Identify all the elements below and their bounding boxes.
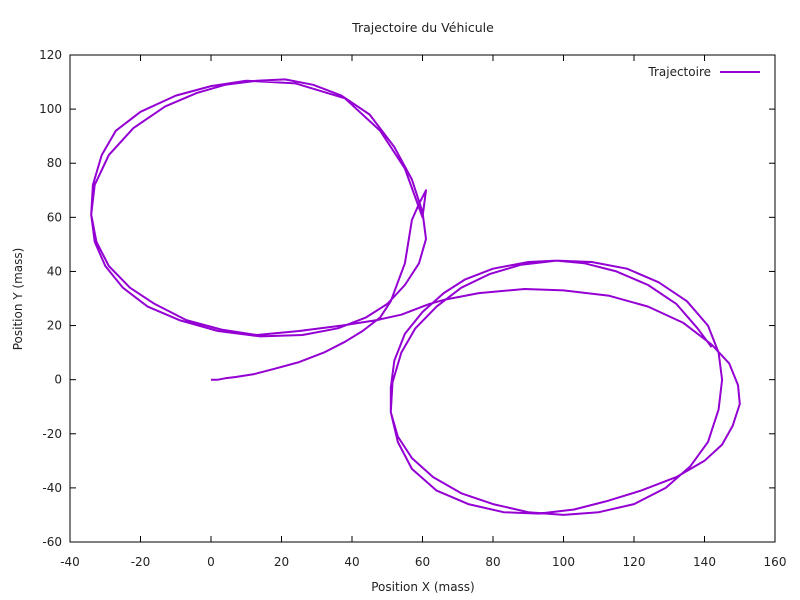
y-tick-label: -60 xyxy=(42,535,62,549)
x-axis-label: Position X (mass) xyxy=(371,580,474,594)
x-axis: -40 -20 0 20 40 60 80 100 120 140 160 xyxy=(60,55,786,569)
x-tick-label: 100 xyxy=(552,555,575,569)
y-axis-label: Position Y (mass) xyxy=(11,248,25,351)
x-tick-label: 0 xyxy=(207,555,215,569)
chart-title: Trajectoire du Véhicule xyxy=(351,20,494,35)
x-tick-label: 140 xyxy=(693,555,716,569)
x-tick-label: -40 xyxy=(60,555,80,569)
y-tick-label: 40 xyxy=(47,264,62,278)
x-tick-label: 120 xyxy=(623,555,646,569)
x-tick-label: 160 xyxy=(764,555,787,569)
y-tick-label: 120 xyxy=(39,48,62,62)
series-layer xyxy=(90,78,741,516)
x-tick-label: 40 xyxy=(344,555,359,569)
x-tick-label: 20 xyxy=(274,555,289,569)
y-tick-label: 100 xyxy=(39,102,62,116)
x-tick-label: 60 xyxy=(415,555,430,569)
y-tick-label: 0 xyxy=(54,373,62,387)
y-tick-label: 80 xyxy=(47,156,62,170)
y-tick-label: 20 xyxy=(47,319,62,333)
y-axis: -60 -40 -20 0 20 40 60 80 100 120 xyxy=(39,48,775,549)
series-line-trajectoire xyxy=(90,78,741,516)
legend: Trajectoire xyxy=(647,65,760,79)
x-tick-label: 80 xyxy=(485,555,500,569)
y-tick-label: -40 xyxy=(42,481,62,495)
x-tick-label: -20 xyxy=(131,555,151,569)
legend-label: Trajectoire xyxy=(647,65,711,79)
y-tick-label: -20 xyxy=(42,427,62,441)
y-tick-label: 60 xyxy=(47,210,62,224)
